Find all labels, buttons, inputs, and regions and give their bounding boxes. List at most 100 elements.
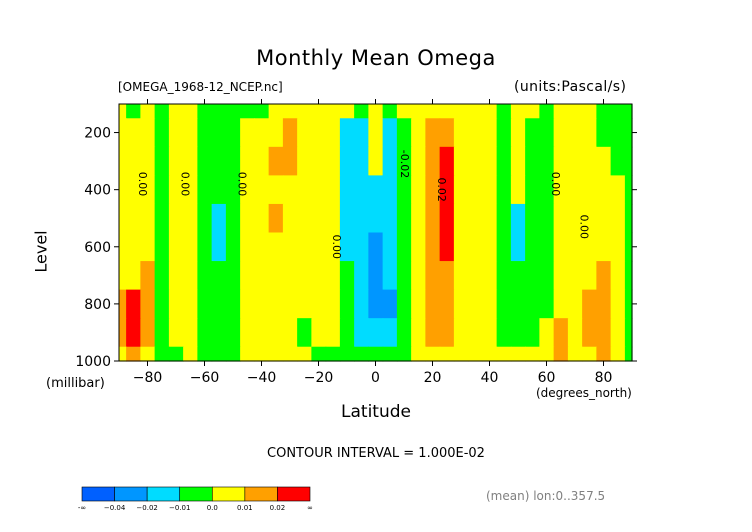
heatmap-cell — [382, 346, 398, 362]
heatmap-cell — [225, 104, 241, 119]
heatmap-cell — [311, 118, 327, 148]
contour-label: 0.00 — [179, 172, 192, 197]
heatmap-cell — [225, 232, 241, 262]
heatmap-cell — [439, 289, 455, 319]
heatmap-cell — [510, 104, 526, 119]
heatmap-cell — [225, 346, 241, 362]
heatmap-cell — [624, 146, 633, 176]
y-tick-label: 800 — [84, 297, 111, 313]
x-tick-label: −40 — [247, 370, 277, 386]
heatmap-cell — [496, 232, 512, 262]
heatmap-cell — [482, 318, 498, 348]
colorbar-swatch — [244, 486, 278, 502]
heatmap-cell — [119, 175, 127, 205]
y-tick-label: 600 — [84, 240, 111, 256]
heatmap-cell — [496, 175, 512, 205]
heatmap-cell — [553, 203, 569, 234]
heatmap-cell — [183, 232, 198, 262]
heatmap-cell — [453, 261, 469, 291]
heatmap-cell — [339, 203, 355, 234]
heatmap-cell — [610, 104, 626, 119]
heatmap-cell — [482, 118, 498, 148]
heatmap-cell — [496, 289, 512, 319]
heatmap-cell — [183, 203, 198, 234]
heatmap-cell — [496, 318, 512, 348]
heatmap-cell — [453, 232, 469, 262]
heatmap-cell — [425, 289, 441, 319]
heatmap-cell — [268, 203, 284, 234]
heatmap-cell — [539, 346, 555, 362]
heatmap-cell — [240, 346, 255, 362]
heatmap-cell — [382, 318, 398, 348]
heatmap-cell — [140, 104, 156, 119]
heatmap-cell — [282, 175, 298, 205]
heatmap-cell — [567, 118, 583, 148]
heatmap-cell — [282, 261, 298, 291]
heatmap-cell — [126, 104, 141, 119]
heatmap-cell — [382, 175, 398, 205]
x-tick-label: 60 — [538, 370, 556, 386]
heatmap-cell — [225, 175, 241, 205]
heatmap-cell — [567, 289, 583, 319]
heatmap-cell — [354, 289, 369, 319]
heatmap-cell — [254, 289, 270, 319]
heatmap-cell — [311, 289, 327, 319]
heatmap-cell — [396, 104, 412, 119]
x-axis-units: (degrees_north) — [536, 386, 632, 400]
heatmap-cell — [325, 118, 341, 148]
heatmap-cell — [468, 318, 483, 348]
heatmap-cell — [610, 289, 626, 319]
heatmap-cell — [211, 346, 227, 362]
heatmap-cell — [119, 261, 127, 291]
heatmap-cell — [553, 175, 569, 205]
heatmap-cell — [119, 232, 127, 262]
mean-label: (mean) lon:0..357.5 — [486, 489, 606, 503]
heatmap-cell — [183, 175, 198, 205]
x-axis-ticks: −80 −60 −40 −20 0 20 40 60 80 — [133, 99, 612, 386]
heatmap-cell — [610, 203, 626, 234]
heatmap-cell — [396, 232, 412, 262]
heatmap-cell — [425, 318, 441, 348]
heatmap-cell — [126, 203, 141, 234]
heatmap-cell — [396, 318, 412, 348]
heatmap-cell — [382, 104, 398, 119]
heatmap-cell — [254, 118, 270, 148]
heatmap-cell — [311, 346, 327, 362]
heatmap-cells — [119, 104, 633, 362]
heatmap-cell — [368, 104, 384, 119]
heatmap-cell — [482, 346, 498, 362]
heatmap-cell — [596, 261, 612, 291]
heatmap-cell — [425, 232, 441, 262]
heatmap-cell — [197, 261, 213, 291]
heatmap-cell — [510, 318, 526, 348]
heatmap-cell — [439, 203, 455, 234]
heatmap-cell — [382, 118, 398, 148]
heatmap-cell — [325, 175, 341, 205]
heatmap-cell — [539, 203, 555, 234]
heatmap-cell — [468, 118, 483, 148]
heatmap-cell — [282, 146, 298, 176]
heatmap-cell — [183, 346, 198, 362]
colorbar: -∞ −0.04 −0.02 −0.01 0.0 0.01 0.02 ∞ — [78, 486, 313, 512]
heatmap-cell — [354, 261, 369, 291]
heatmap-cell — [382, 289, 398, 319]
heatmap-cell — [197, 118, 213, 148]
heatmap-cell — [510, 118, 526, 148]
heatmap-cell — [268, 104, 284, 119]
heatmap-cell — [297, 146, 312, 176]
heatmap-cell — [168, 318, 184, 348]
contour-label: 0.00 — [578, 215, 591, 240]
heatmap-cell — [624, 232, 633, 262]
heatmap-cell — [168, 175, 184, 205]
heatmap-cell — [624, 289, 633, 319]
heatmap-cell — [254, 146, 270, 176]
heatmap-cell — [525, 104, 540, 119]
heatmap-cell — [225, 261, 241, 291]
heatmap-cell — [325, 289, 341, 319]
heatmap-cell — [325, 346, 341, 362]
heatmap-cell — [311, 232, 327, 262]
heatmap-cell — [126, 232, 141, 262]
heatmap-cell — [382, 203, 398, 234]
heatmap-cell — [510, 232, 526, 262]
heatmap-cell — [610, 318, 626, 348]
